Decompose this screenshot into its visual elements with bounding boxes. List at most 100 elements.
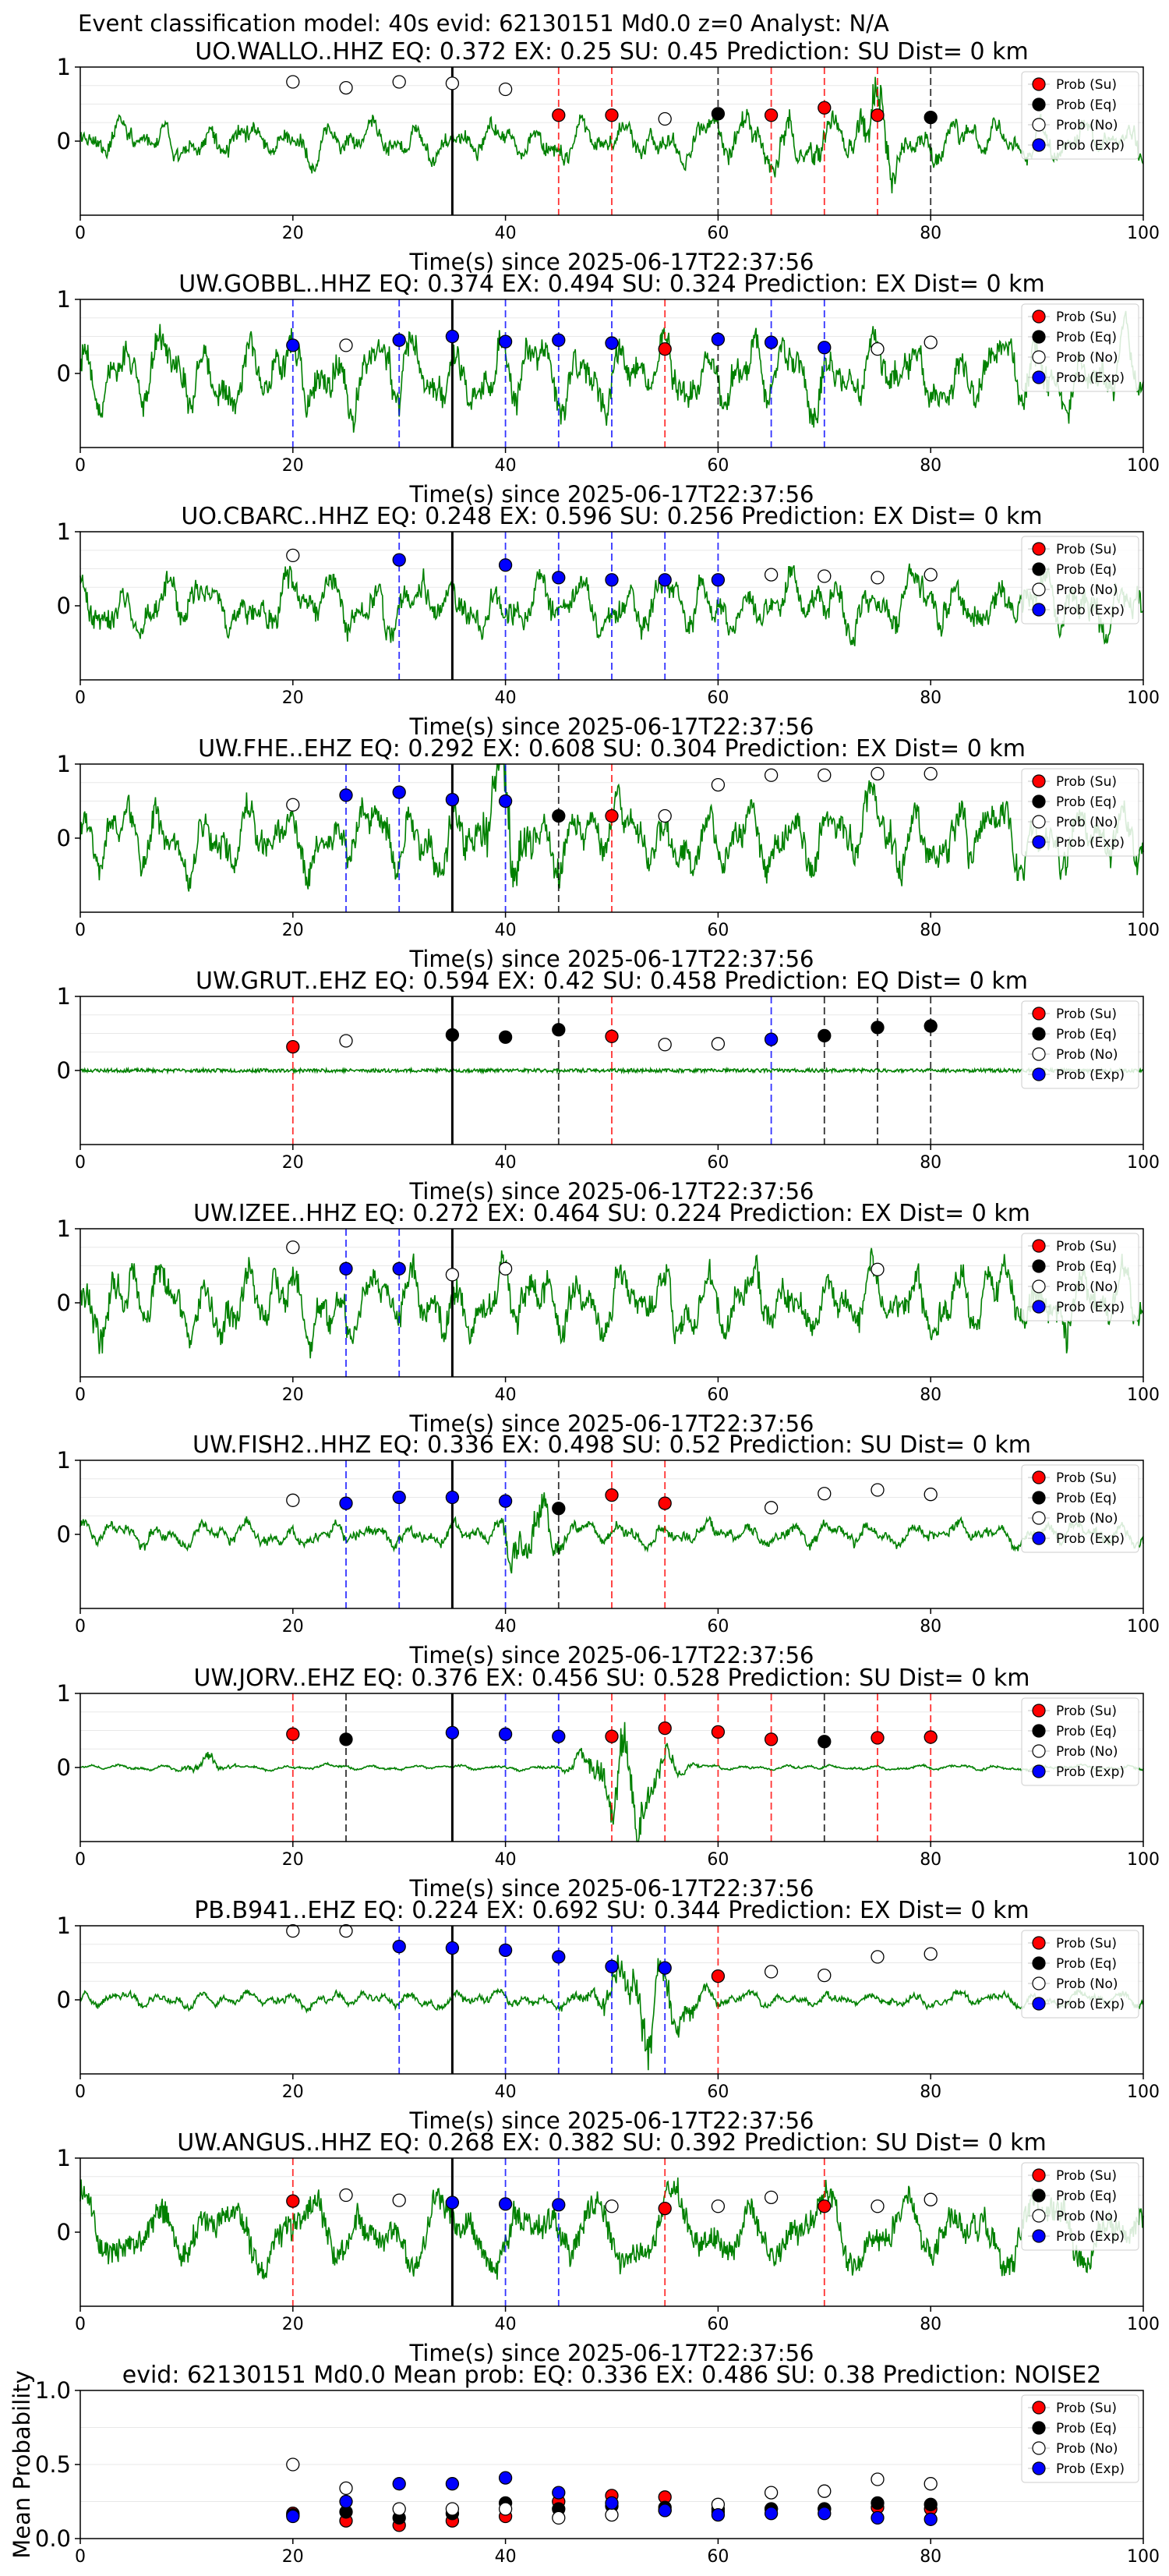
legend-marker	[1032, 1067, 1046, 1081]
prob-point	[392, 1490, 406, 1505]
prob-point	[339, 1034, 353, 1048]
x-tick-label: 0	[75, 2315, 86, 2334]
prob-point	[871, 766, 885, 780]
legend-marker	[1032, 1491, 1046, 1505]
mean-prob-point	[605, 2507, 619, 2522]
mean-prob-point	[871, 2511, 885, 2525]
legend-label: Prob (Su)	[1056, 1470, 1117, 1486]
prob-point	[871, 1731, 885, 1745]
prob-point	[658, 809, 672, 823]
prob-point	[711, 2199, 726, 2213]
legend-label: Prob (Eq)	[1056, 562, 1117, 578]
legend-label: Prob (Eq)	[1056, 1724, 1117, 1739]
legend-label: Prob (Su)	[1056, 310, 1117, 325]
y-tick-label: 1	[57, 1447, 71, 1474]
legend-label: Prob (Eq)	[1056, 330, 1117, 345]
legend-marker	[1032, 562, 1046, 576]
prob-point	[818, 768, 832, 782]
x-tick-label: 80	[920, 456, 941, 476]
legend-label: Prob (No)	[1056, 582, 1118, 598]
y-tick-label: 1	[57, 751, 71, 777]
legend-marker	[1032, 2168, 1046, 2182]
x-tick-label: 40	[495, 1850, 517, 1870]
legend-label: Prob (Exp)	[1056, 1997, 1125, 2012]
mean-prob-point	[339, 2494, 353, 2509]
x-tick-label: 60	[707, 1153, 729, 1173]
legend-box	[1021, 1697, 1139, 1786]
y-tick-label: 0	[57, 2219, 71, 2245]
legend-label: Prob (Eq)	[1056, 97, 1117, 113]
prob-point	[871, 1483, 885, 1497]
x-tick-label: 20	[282, 1153, 304, 1173]
prob-point	[286, 548, 300, 563]
legend-marker	[1032, 1259, 1046, 1273]
x-tick-label: 20	[282, 2547, 304, 2567]
legend-marker	[1032, 1764, 1046, 1778]
x-tick-label: 40	[495, 224, 517, 243]
prob-point	[764, 2190, 779, 2205]
mean-prob-point	[924, 2477, 938, 2491]
legend-marker	[1032, 582, 1046, 596]
legend-box	[1021, 1000, 1139, 1089]
legend-label: Prob (Eq)	[1056, 1027, 1117, 1042]
mean-prob-point	[392, 2477, 406, 2491]
x-tick-label: 80	[920, 921, 941, 940]
x-tick-label: 100	[1127, 2082, 1160, 2102]
prob-point	[552, 1023, 566, 1037]
legend-marker	[1032, 542, 1046, 556]
x-axis-label: Time(s) since 2025-06-17T22:37:56	[409, 249, 814, 275]
legend-label: Prob (Exp)	[1056, 2229, 1125, 2245]
x-tick-label: 80	[920, 1850, 941, 1870]
legend-marker	[1032, 774, 1046, 788]
prob-point	[818, 2199, 832, 2213]
legend-label: Prob (Exp)	[1056, 370, 1125, 386]
prob-point	[286, 1923, 300, 1938]
prob-point	[605, 1729, 619, 1743]
legend-label: Prob (No)	[1056, 2441, 1118, 2457]
legend-label: Prob (Su)	[1056, 2168, 1117, 2184]
y-tick-label: 0	[57, 1521, 71, 1548]
legend-box	[1021, 536, 1139, 625]
prob-point	[764, 568, 779, 582]
prob-point	[711, 777, 726, 792]
prob-point	[764, 1965, 779, 1979]
legend-marker	[1032, 2189, 1046, 2203]
x-tick-label: 40	[495, 456, 517, 476]
x-axis-label: Time(s) since 2025-06-17T22:37:56	[409, 1642, 814, 1668]
panels: UO.WALLO..HHZ EQ: 0.372 EX: 0.25 SU: 0.4…	[9, 38, 1160, 2567]
x-tick-label: 80	[920, 688, 941, 708]
prob-point	[286, 338, 300, 352]
prob-point	[711, 332, 726, 346]
x-axis-label: Time(s) since 2025-06-17T22:37:56	[409, 2107, 814, 2134]
x-tick-label: 40	[495, 688, 517, 708]
legend-label: Prob (Su)	[1056, 1704, 1117, 1719]
y-tick-label: 1	[57, 54, 71, 80]
prob-point	[339, 1732, 353, 1746]
legend-marker	[1032, 1511, 1046, 1525]
legend-box	[1021, 71, 1139, 160]
x-tick-label: 40	[495, 2315, 517, 2334]
prob-point	[552, 809, 566, 823]
x-tick-label: 20	[282, 1850, 304, 1870]
mean-prob-point	[871, 2496, 885, 2511]
legend-label: Prob (No)	[1056, 1744, 1118, 1760]
prob-point	[339, 1496, 353, 1510]
prob-point	[818, 1968, 832, 1983]
prob-point	[924, 1488, 938, 1502]
legend-marker	[1032, 1531, 1046, 1545]
mean-prob-point	[924, 2497, 938, 2511]
chart-panel: evid: 62130151 Md0.0 Mean prob: EQ: 0.33…	[9, 2362, 1160, 2567]
prob-point	[498, 794, 513, 809]
legend-marker	[1032, 350, 1046, 364]
panel-title: UW.FHE..EHZ EQ: 0.292 EX: 0.608 SU: 0.30…	[198, 735, 1026, 763]
prob-point	[764, 108, 779, 122]
y-tick-label: 1	[57, 518, 71, 545]
mean-prob-point	[711, 2507, 726, 2522]
x-tick-label: 40	[495, 1385, 517, 1405]
legend-marker	[1032, 1047, 1046, 1061]
legend-label: Prob (Su)	[1056, 774, 1117, 790]
prob-point	[498, 1030, 513, 1044]
waveform-trace	[79, 310, 1144, 433]
legend-label: Prob (Exp)	[1056, 138, 1125, 154]
prob-point	[286, 75, 300, 89]
